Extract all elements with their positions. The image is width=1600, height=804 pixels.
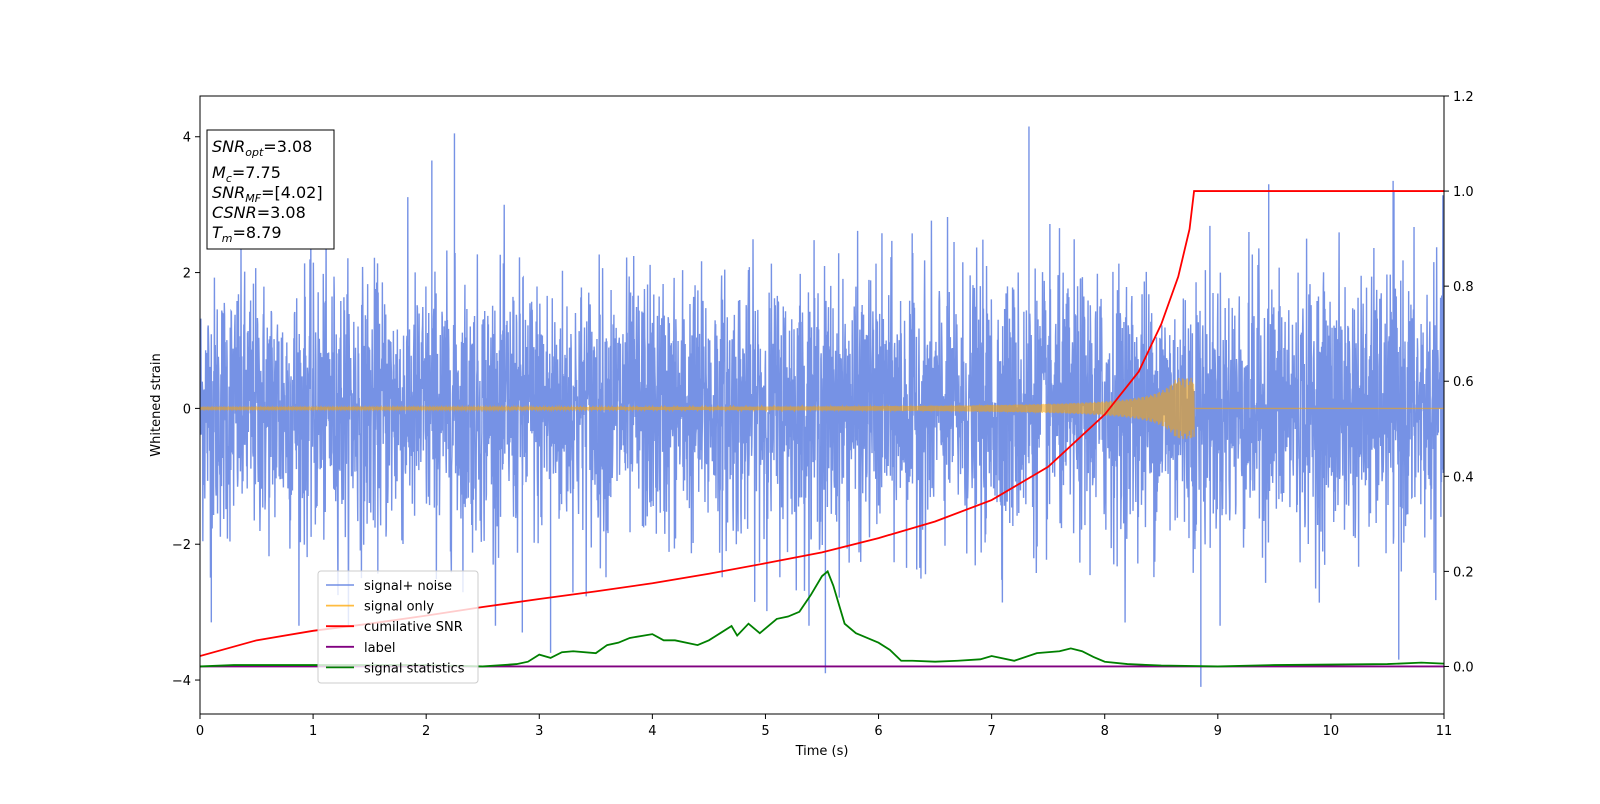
series-signal-noise-line [200,126,1444,687]
y-left-tick-label: 0 [183,402,191,417]
y-left-tick-label: 4 [183,131,191,146]
annotation-symbol: SNR [212,183,245,202]
annotation-line: SNRopt=3.08 [212,137,312,159]
legend-box [317,570,479,684]
x-tick-label: 10 [1323,724,1340,739]
annotation-symbol: T [212,223,223,242]
legend: signal+ noise signal only cumilative SNR la… [317,570,479,684]
x-tick-label: 6 [874,724,882,739]
y-left-tick-label: −4 [172,674,191,689]
annotation-line: SNRMF=[4.02] [212,183,323,205]
x-tick-label: 5 [761,724,769,739]
annotation-box-frame [206,129,335,250]
legend-label: signal+ noise [364,579,452,594]
y-right-tick-label: 0.0 [1453,660,1474,675]
annotation-line: Tm=8.79 [212,223,282,245]
annotation-line: CSNR=3.08 [212,203,306,222]
annotation-subscript: m [222,232,233,245]
annotation-subscript: MF [245,192,261,205]
annotation-symbol: M [212,163,226,182]
y-right-tick-label: 0.6 [1453,375,1474,390]
annotation-value: =7.75 [232,163,281,182]
y-right-tick-label: 0.4 [1453,470,1474,485]
plot-frame [199,95,1445,715]
x-tick-label: 8 [1101,724,1109,739]
y-right-tick-label: 1.2 [1453,90,1474,105]
x-tick-label: 7 [987,724,995,739]
x-tick-label: 1 [309,724,317,739]
y-right-tick-label: 1.0 [1453,185,1474,200]
annotation-line: Mc=7.75 [212,163,281,185]
axes: 0 1 2 3 4 5 6 7 8 9 10 11 4 2 0 −2 −4 1.2 1.0 0.8 0.6 0.4 0.2 0… [149,90,1474,759]
annotation-value: =3.08 [263,137,312,156]
annotation-subscript: opt [245,146,264,159]
y-right-tick-label: 0.2 [1453,565,1474,580]
legend-label: signal statistics [364,661,465,676]
legend-label: label [364,641,395,656]
legend-label: cumilative SNR [364,620,463,635]
annotation-symbol: SNR [212,137,245,156]
y-left-tick-label: 2 [183,267,191,282]
series-signal-only-line [200,377,1444,439]
x-tick-label: 11 [1436,724,1453,739]
annotation-box: SNRopt=3.08Mc=7.75SNRMF=[4.02]CSNR=3.08T… [206,129,335,250]
annotation-value: =8.79 [233,223,282,242]
y-axis-label: Whitened strain [149,353,164,456]
x-tick-label: 2 [422,724,430,739]
annotation-value: =3.08 [257,203,306,222]
annotation-symbol: CSNR [212,203,257,222]
x-tick-label: 3 [535,724,543,739]
x-axis-label: Time (s) [795,744,849,759]
y-right-tick-label: 0.8 [1453,280,1474,295]
x-tick-label: 9 [1214,724,1222,739]
legend-label: signal only [364,600,434,615]
series-signal-statistics-line [200,569,1444,668]
annotation-value: =[4.02] [261,183,323,202]
y-left-tick-label: −2 [172,538,191,553]
x-tick-label: 0 [196,724,204,739]
annotation-subscript: c [226,172,232,185]
x-tick-label: 4 [648,724,656,739]
